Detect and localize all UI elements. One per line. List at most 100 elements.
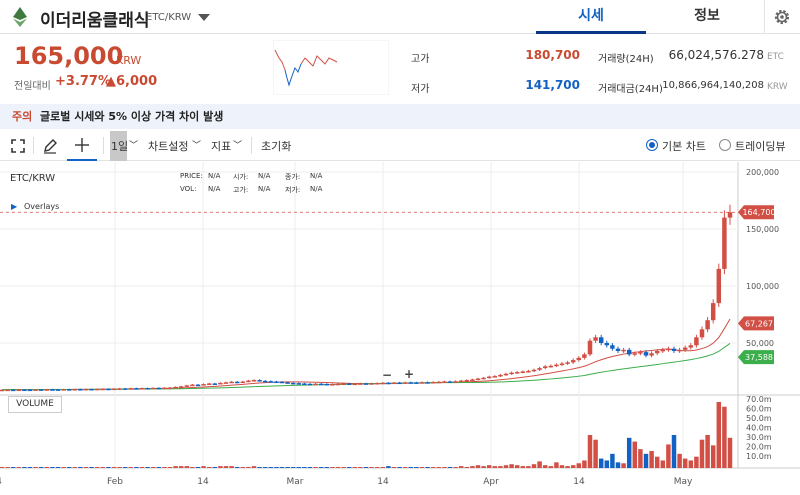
candle-body	[10, 389, 16, 392]
zoom-in-button[interactable]: +	[404, 367, 415, 381]
volume-bar	[554, 462, 559, 468]
volume-bar	[537, 461, 542, 468]
pencil-icon[interactable]	[42, 138, 58, 154]
candle-body	[503, 373, 509, 376]
candle-body	[727, 212, 733, 218]
volume-bar	[486, 465, 492, 468]
candle-body	[195, 384, 201, 387]
time-tick-label: Mar	[287, 477, 304, 487]
volume-bar	[145, 467, 150, 468]
candle-body	[167, 387, 173, 389]
candle-body	[374, 383, 380, 385]
price-tag-label: 67,267	[745, 319, 773, 328]
candle-body	[100, 388, 106, 391]
indicators-menu[interactable]: 지표	[211, 140, 232, 153]
candle-body	[358, 383, 363, 385]
tradingview-label[interactable]: 트레이딩뷰	[735, 140, 786, 153]
volume-bar	[50, 467, 55, 468]
legend-close-label: 종가:	[285, 173, 301, 181]
price-tick-label: 150,000	[746, 225, 779, 234]
candle-body	[386, 382, 391, 385]
reset-button[interactable]: 초기화	[261, 140, 292, 153]
candle-body	[419, 382, 425, 384]
candle-body	[173, 386, 178, 389]
candle-body	[72, 389, 78, 391]
volume-bar	[402, 467, 408, 468]
candle-body	[486, 376, 492, 379]
chevron-down-icon[interactable]: ﹀	[129, 141, 139, 151]
volume-tick-label: 10.0m	[746, 452, 772, 461]
fullscreen-icon[interactable]	[11, 139, 25, 153]
candle-body	[430, 381, 436, 384]
volume-bar	[503, 465, 509, 468]
candle-body	[632, 353, 638, 355]
volume-bar	[100, 467, 106, 468]
volume-bar	[218, 466, 223, 468]
volume-bar	[593, 439, 598, 468]
candle-body	[559, 363, 565, 366]
volume-bar	[632, 441, 638, 468]
candle-body	[162, 387, 167, 390]
candle-body	[341, 383, 346, 385]
volume-bar	[369, 467, 374, 468]
candle-body	[654, 350, 660, 354]
candle-body	[234, 381, 240, 384]
candle-body	[380, 382, 386, 385]
overlays-toggle-icon[interactable]: ▶	[11, 202, 18, 211]
volume-bar	[447, 467, 453, 468]
candle-body	[475, 378, 481, 381]
volume-bar	[72, 467, 78, 468]
candle-body	[117, 388, 122, 390]
candle-body	[352, 383, 358, 386]
chart-settings-menu[interactable]: 차트설정	[148, 140, 189, 153]
coin-name: 이더리움클래식	[40, 11, 150, 31]
tab-info[interactable]: 정보	[694, 8, 720, 24]
basic-chart-label[interactable]: 기본 차트	[662, 140, 706, 153]
volume-bar	[111, 467, 117, 468]
volume-bar	[498, 466, 503, 468]
legend-open-value: N/A	[258, 172, 271, 180]
overlays-label[interactable]: Overlays	[24, 202, 60, 211]
candle-body	[111, 388, 117, 391]
volume-bar	[66, 467, 72, 468]
chevron-down-icon[interactable]: ﹀	[192, 141, 202, 151]
tab-price[interactable]: 시세	[536, 0, 646, 34]
candle-body	[414, 382, 419, 384]
volume-bar	[150, 467, 156, 468]
gear-icon[interactable]	[773, 8, 791, 26]
volume-bar	[716, 402, 722, 468]
volume-bar	[570, 465, 576, 468]
chevron-down-icon[interactable]: ﹀	[233, 141, 243, 151]
interval-select[interactable]: 1일	[111, 140, 129, 153]
volume-bar	[330, 467, 335, 468]
volume-bar	[626, 437, 632, 468]
coin-select-chevron-icon[interactable]	[198, 14, 210, 22]
candle-body	[184, 385, 190, 387]
basic-chart-radio[interactable]	[646, 139, 658, 151]
candlestick-chart-area[interactable]: 200,000 150,000 100,000 50,000 4 Feb 14 Mar 14 Ap…	[0, 162, 800, 495]
candle-body	[643, 352, 649, 356]
crosshair-tool-button[interactable]	[67, 131, 97, 161]
zoom-out-button[interactable]: −	[382, 368, 393, 382]
chart-toolbar: 1일 ﹀ 차트설정 ﹀ 지표 ﹀ 초기화 기본 차트 트레이딩뷰	[0, 131, 800, 161]
tradingview-radio[interactable]	[719, 139, 731, 151]
toolbar-separator	[251, 137, 252, 154]
candle-body	[139, 388, 145, 390]
candle-body	[442, 381, 447, 383]
price-tick-label: 100,000	[746, 282, 779, 291]
candle-body	[16, 389, 22, 392]
volume-bar	[173, 466, 178, 468]
volume-bar	[430, 467, 436, 468]
candle-body	[206, 383, 212, 385]
volume-bar	[38, 467, 44, 468]
candle-body	[5, 389, 10, 392]
toolbar-separator	[103, 137, 104, 154]
toolbar-separator	[33, 137, 34, 154]
price-chart-svg[interactable]: 200,000 150,000 100,000 50,000 4 Feb 14 Mar 14 Ap…	[0, 162, 800, 495]
top-bar: 이더리움클래식 ETC/KRW 시세 정보	[0, 0, 800, 34]
volume-bar	[257, 467, 262, 468]
volume-bar	[397, 467, 402, 468]
candle-body	[307, 383, 313, 386]
volume-bar	[492, 466, 498, 468]
candle-body	[313, 383, 318, 386]
